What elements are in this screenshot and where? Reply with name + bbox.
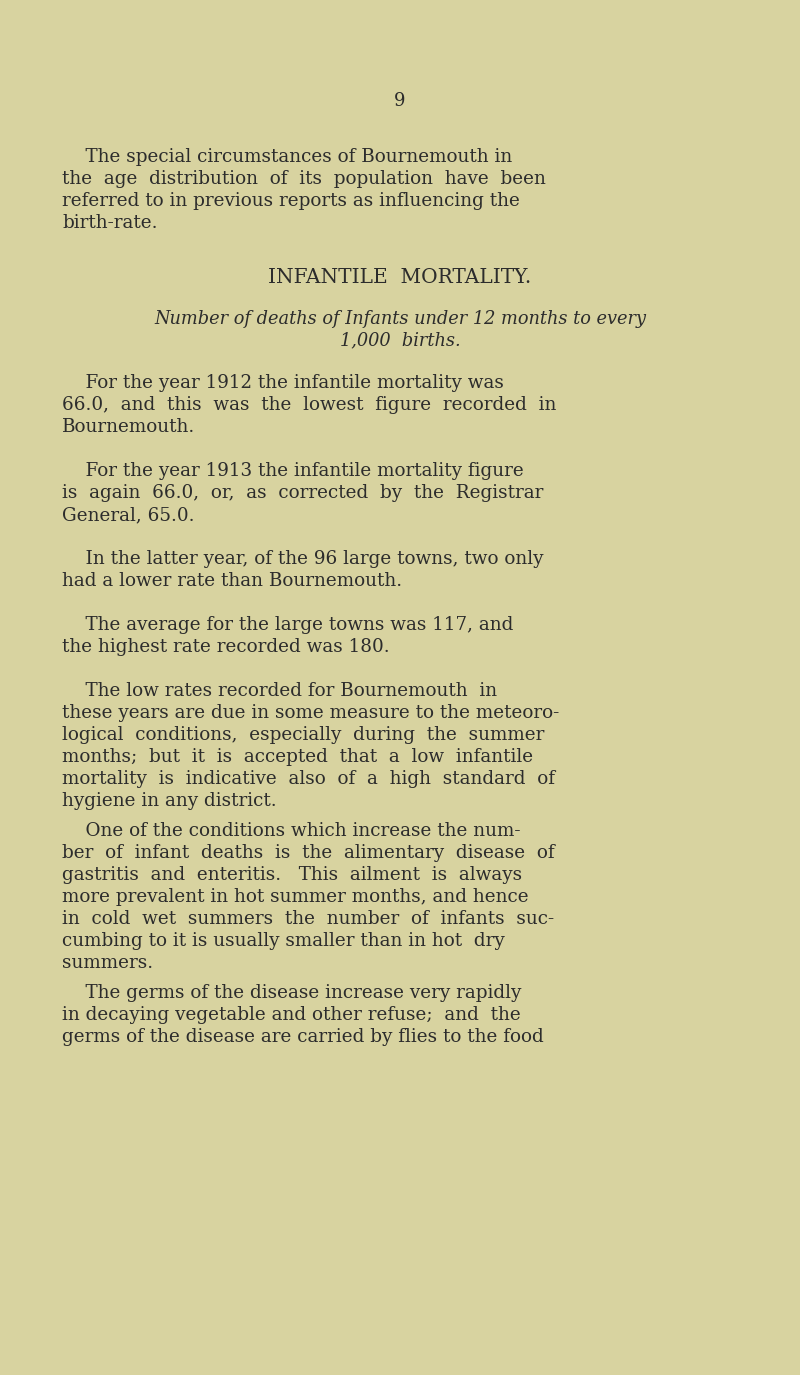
Text: Number of deaths of Infants under 12 months to every: Number of deaths of Infants under 12 mon…	[154, 309, 646, 329]
Text: For the year 1912 the infantile mortality was: For the year 1912 the infantile mortalit…	[62, 374, 504, 392]
Text: in  cold  wet  summers  the  number  of  infants  suc-: in cold wet summers the number of infant…	[62, 910, 554, 928]
Text: For the year 1913 the infantile mortality figure: For the year 1913 the infantile mortalit…	[62, 462, 524, 480]
Text: the  age  distribution  of  its  population  have  been: the age distribution of its population h…	[62, 170, 546, 188]
Text: is  again  66.0,  or,  as  corrected  by  the  Registrar: is again 66.0, or, as corrected by the R…	[62, 484, 543, 502]
Text: ber  of  infant  deaths  is  the  alimentary  disease  of: ber of infant deaths is the alimentary d…	[62, 844, 554, 862]
Text: 9: 9	[394, 92, 406, 110]
Text: One of the conditions which increase the num-: One of the conditions which increase the…	[62, 822, 521, 840]
Text: summers.: summers.	[62, 954, 153, 972]
Text: hygiene in any district.: hygiene in any district.	[62, 792, 277, 810]
Text: 66.0,  and  this  was  the  lowest  figure  recorded  in: 66.0, and this was the lowest figure rec…	[62, 396, 556, 414]
Text: mortality  is  indicative  also  of  a  high  standard  of: mortality is indicative also of a high s…	[62, 770, 555, 788]
Text: these years are due in some measure to the meteoro-: these years are due in some measure to t…	[62, 704, 559, 722]
Text: referred to in previous reports as influencing the: referred to in previous reports as influ…	[62, 193, 520, 210]
Text: logical  conditions,  especially  during  the  summer: logical conditions, especially during th…	[62, 726, 544, 744]
Text: gastritis  and  enteritis.   This  ailment  is  always: gastritis and enteritis. This ailment is…	[62, 866, 522, 884]
Text: The average for the large towns was 117, and: The average for the large towns was 117,…	[62, 616, 514, 634]
Text: birth-rate.: birth-rate.	[62, 214, 158, 232]
Text: Bournemouth.: Bournemouth.	[62, 418, 195, 436]
Text: In the latter year, of the 96 large towns, two only: In the latter year, of the 96 large town…	[62, 550, 543, 568]
Text: months;  but  it  is  accepted  that  a  low  infantile: months; but it is accepted that a low in…	[62, 748, 533, 766]
Text: the highest rate recorded was 180.: the highest rate recorded was 180.	[62, 638, 390, 656]
Text: 1,000  births.: 1,000 births.	[340, 331, 460, 349]
Text: in decaying vegetable and other refuse;  and  the: in decaying vegetable and other refuse; …	[62, 1006, 521, 1024]
Text: General, 65.0.: General, 65.0.	[62, 506, 194, 524]
Text: more prevalent in hot summer months, and hence: more prevalent in hot summer months, and…	[62, 888, 529, 906]
Text: INFANTILE  MORTALITY.: INFANTILE MORTALITY.	[268, 268, 532, 287]
Text: germs of the disease are carried by flies to the food: germs of the disease are carried by flie…	[62, 1028, 544, 1046]
Text: The low rates recorded for Bournemouth  in: The low rates recorded for Bournemouth i…	[62, 682, 497, 700]
Text: cumbing to it is usually smaller than in hot  dry: cumbing to it is usually smaller than in…	[62, 932, 505, 950]
Text: had a lower rate than Bournemouth.: had a lower rate than Bournemouth.	[62, 572, 402, 590]
Text: The germs of the disease increase very rapidly: The germs of the disease increase very r…	[62, 984, 522, 1002]
Text: The special circumstances of Bournemouth in: The special circumstances of Bournemouth…	[62, 148, 512, 166]
